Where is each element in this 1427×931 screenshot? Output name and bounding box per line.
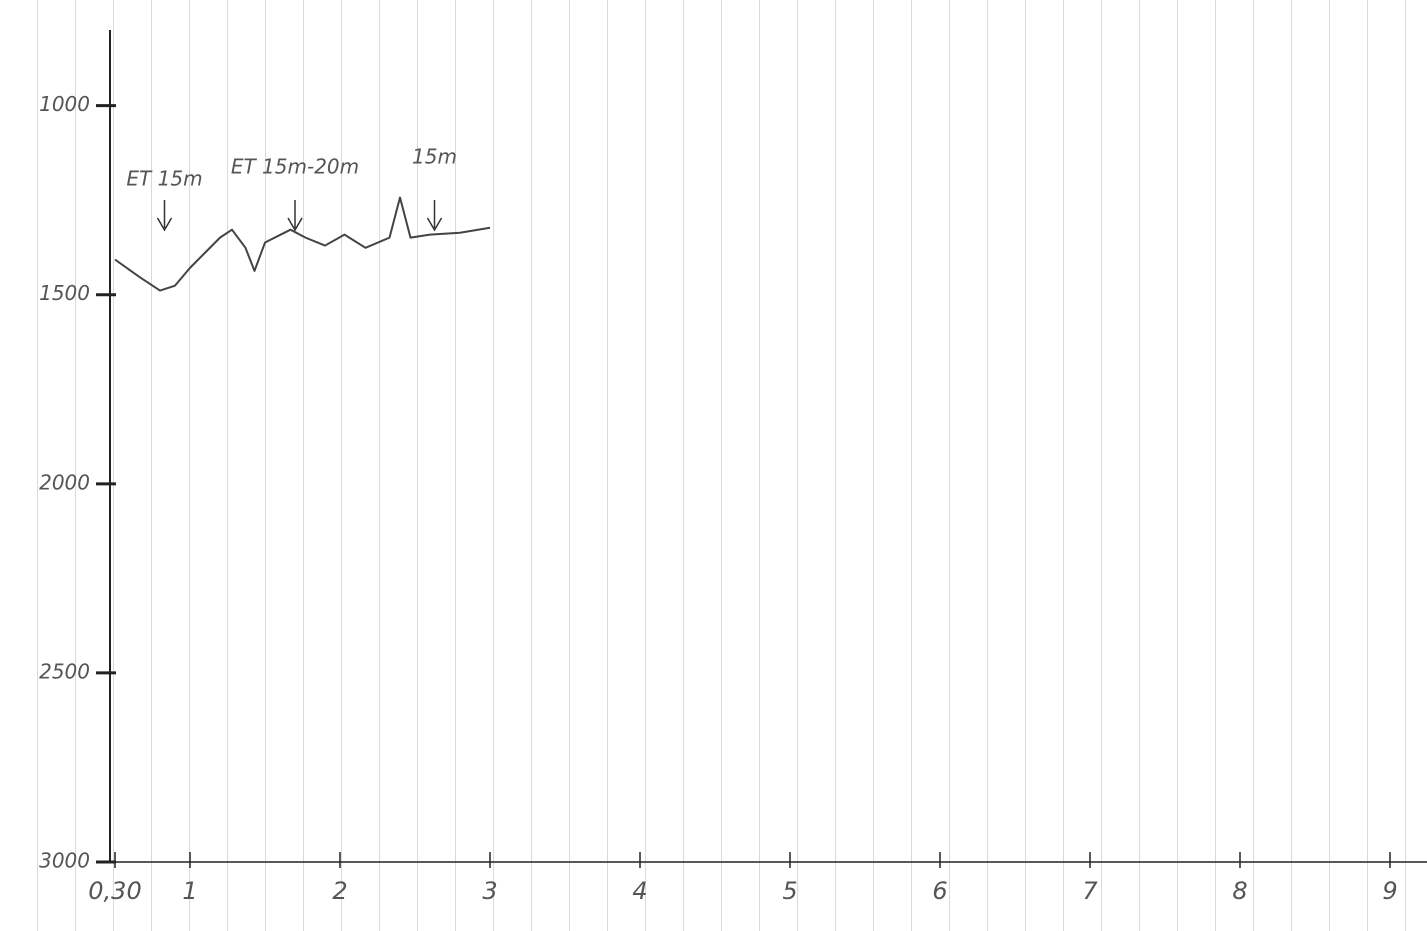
x-tick-label: 6 (932, 877, 947, 905)
annotation-arrow (156, 200, 173, 232)
x-tick-label: 0,30 (88, 877, 141, 905)
data-line (114, 196, 491, 292)
y-tick-label: 2500 (39, 659, 90, 683)
y-tick-label: 1500 (39, 281, 90, 305)
x-tick-label: 7 (1082, 877, 1098, 905)
annotation: 15m (412, 145, 457, 169)
y-tick-label: 1000 (39, 92, 90, 116)
annotation-arrow (287, 200, 303, 232)
y-tick-label: 2000 (39, 470, 90, 494)
x-tick-label: 9 (1382, 877, 1397, 905)
annotation-arrow (426, 200, 443, 232)
x-tick-label: 4 (632, 877, 647, 905)
annotation: ET 15m (126, 167, 202, 191)
x-tick-label: 1 (182, 877, 197, 905)
x-tick-label: 2 (332, 877, 347, 905)
annotation: ET 15m-20m (231, 155, 359, 179)
y-tick-label: 3000 (39, 849, 90, 873)
x-tick-label: 5 (782, 877, 797, 905)
x-tick-label: 8 (1232, 877, 1247, 905)
x-tick-label: 3 (482, 877, 497, 905)
